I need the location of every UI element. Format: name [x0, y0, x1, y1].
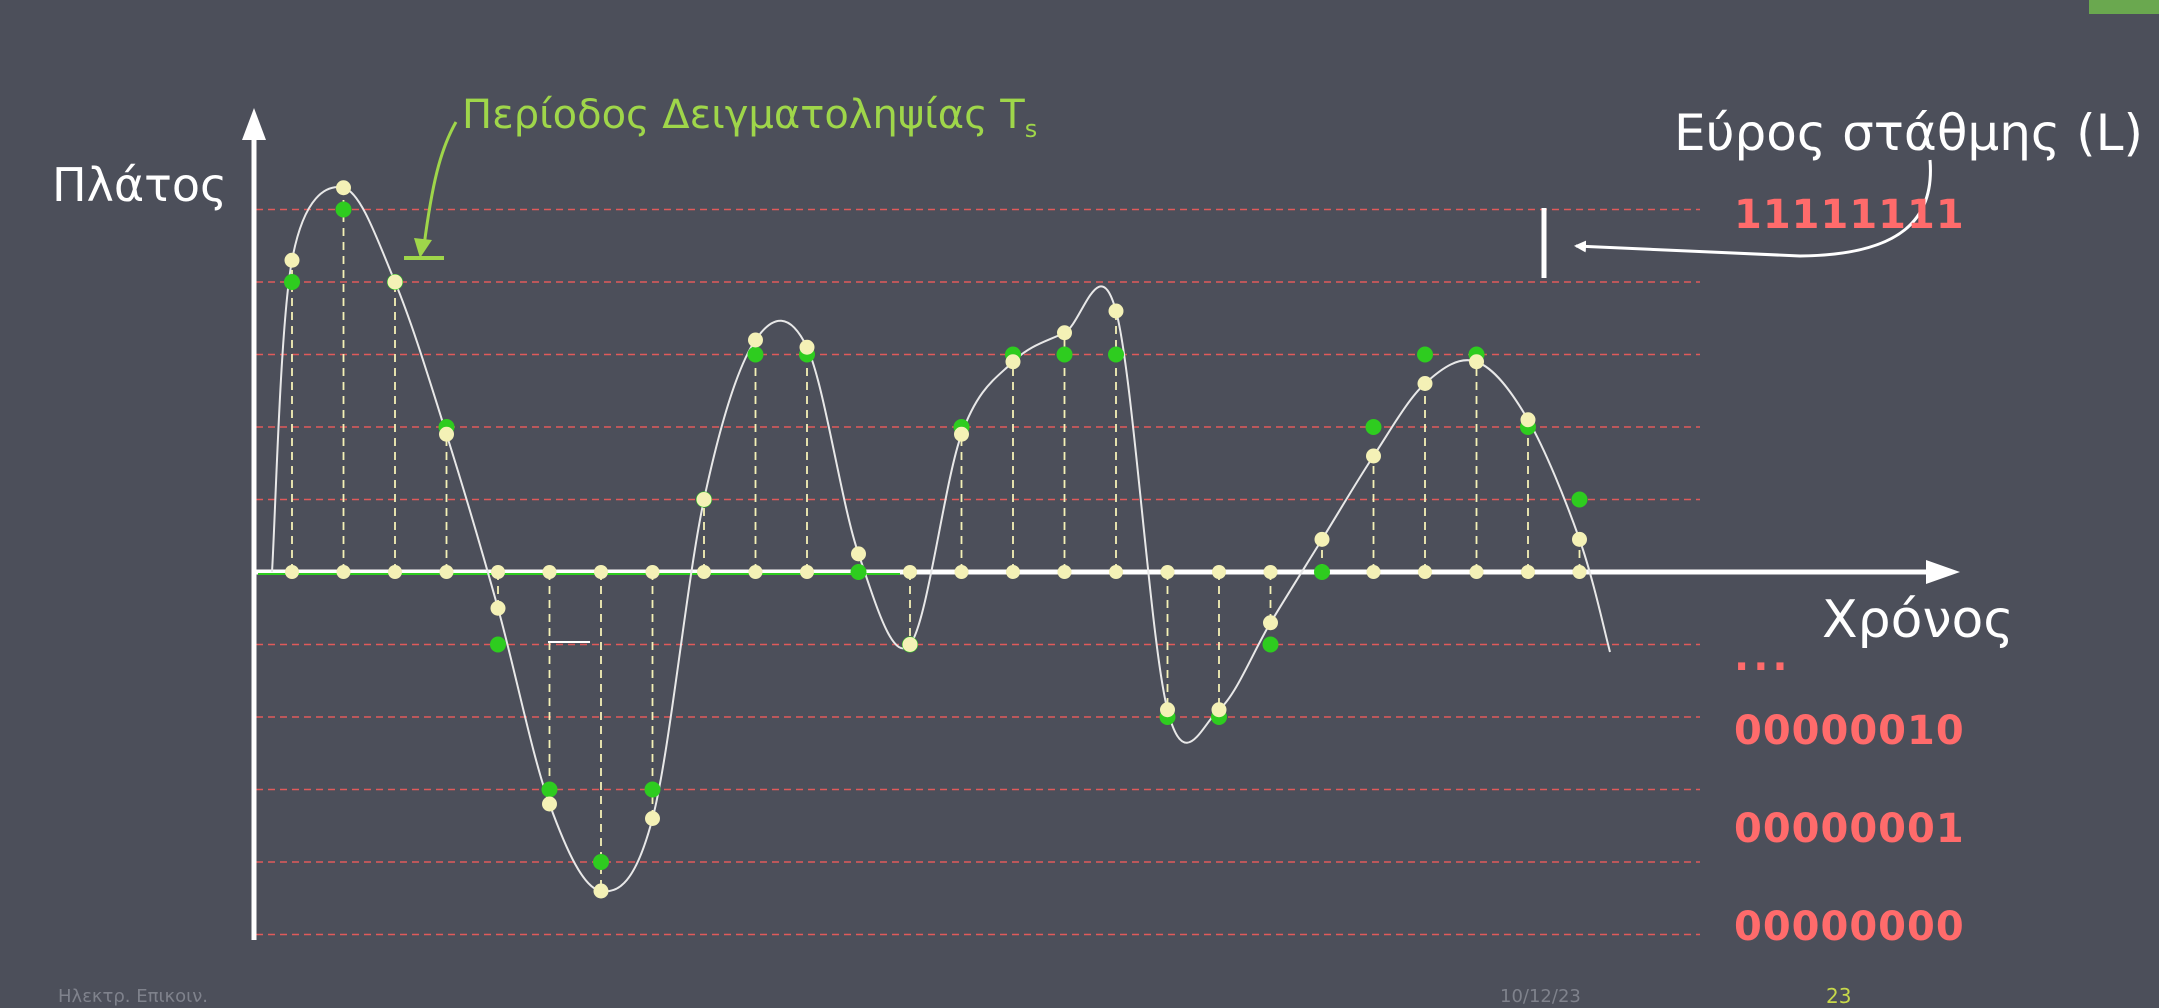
axis-sample-dot: [491, 565, 505, 579]
quantized-point: [850, 564, 867, 580]
footer-page-number: 23: [1826, 984, 1852, 1008]
axis-sample-dot: [285, 565, 299, 579]
quantized-point: [335, 201, 352, 218]
axis-sample-dot: [439, 565, 454, 579]
code-ellipsis: ...: [1734, 634, 1792, 680]
axis-sample-dot: [1263, 565, 1278, 579]
sampling-period-label: Περίοδος Δειγματοληψίας Ts: [462, 92, 1037, 143]
annotations: [404, 121, 1932, 643]
quantized-point: [1417, 346, 1433, 363]
sample-point: [1520, 412, 1536, 428]
sample-point: [387, 274, 403, 290]
sample-stems: [291, 187, 1581, 891]
axis-sample-dot: [1521, 565, 1535, 579]
sample-point: [1469, 354, 1484, 370]
sample-points: [284, 180, 1588, 899]
axis-sample-dot: [1418, 565, 1432, 579]
quantized-point: [593, 854, 609, 870]
quantized-point: [541, 781, 558, 798]
axis-sample-dot: [1109, 565, 1123, 579]
axis-sample-dot: [1572, 565, 1587, 579]
quantized-point: [490, 636, 506, 653]
axis-sample-dot: [954, 565, 969, 579]
sample-point: [748, 332, 763, 348]
sample-point: [1314, 531, 1330, 547]
axis-sample-dot: [542, 565, 557, 579]
axis-sample-dot: [800, 565, 814, 579]
sample-point: [1211, 702, 1227, 718]
sample-point: [954, 426, 969, 442]
x-axis-label: Χρόνος: [1822, 590, 2014, 650]
sample-point: [1160, 702, 1175, 718]
axis-sample-dot: [594, 565, 608, 579]
sample-point: [1108, 303, 1124, 319]
quantized-point: [284, 274, 300, 290]
sample-point: [696, 492, 712, 507]
axis-sample-dot: [1212, 565, 1226, 579]
sample-point: [799, 339, 815, 355]
quantized-point: [1365, 419, 1382, 435]
quantized-point: [1314, 564, 1330, 580]
axis-sample-dot: [336, 565, 351, 579]
sample-point: [1263, 615, 1278, 631]
y-axis-arrow-icon: [242, 108, 266, 140]
quantized-point: [747, 346, 764, 363]
code-level-0: 00000000: [1734, 904, 1965, 950]
axis-sample-dot: [1160, 565, 1175, 579]
code-level-1: 00000001: [1734, 806, 1965, 852]
axes: [242, 108, 1960, 940]
quantized-point: [1262, 636, 1279, 653]
axis-sample-dot: [1057, 565, 1072, 579]
sample-point: [902, 637, 918, 652]
level-width-label: Εύρος στάθμης (L): [1674, 104, 2144, 162]
code-top: 11111111: [1734, 192, 1965, 238]
sample-point: [1057, 325, 1072, 341]
axis-sample-dot: [1006, 565, 1020, 579]
axis-sample-dot: [697, 565, 711, 579]
quantized-point: [1571, 491, 1588, 508]
sampling-period-text: Περίοδος Δειγματοληψίας T: [462, 92, 1025, 138]
axis-sample-dot: [1366, 565, 1381, 579]
axis-sample-dot: [903, 565, 917, 579]
sample-point: [851, 546, 866, 562]
ts-pointer-arrow-icon: [414, 238, 432, 258]
sample-point: [542, 796, 557, 812]
sample-point: [1005, 354, 1021, 370]
quantized-point: [644, 781, 661, 798]
sample-point: [439, 426, 454, 442]
x-axis-arrow-icon: [1926, 560, 1960, 584]
ts-pointer: [422, 121, 458, 247]
footer-course: Ηλεκτρ. Επικοιν.: [58, 986, 209, 1007]
sample-point: [1572, 531, 1587, 547]
axis-sample-dot: [645, 565, 660, 579]
sample-point: [490, 600, 506, 616]
sample-point: [645, 811, 660, 826]
sample-point: [1366, 448, 1381, 464]
analog-signal-curve: [271, 186, 1611, 893]
axis-sample-dot: [388, 565, 402, 579]
quantized-point: [1108, 346, 1124, 363]
axis-sample-dot: [748, 565, 763, 579]
sample-point: [1417, 376, 1433, 391]
sample-point: [284, 252, 300, 268]
sample-point: [336, 180, 351, 196]
code-level-2: 00000010: [1734, 708, 1965, 754]
quantization-level-lines: [256, 208, 1700, 936]
footer-date: 10/12/23: [1500, 986, 1581, 1007]
y-axis-label: Πλάτος: [52, 158, 227, 212]
sample-point: [593, 883, 609, 899]
corner-accent: [2089, 0, 2159, 14]
quantized-point: [1056, 346, 1073, 363]
level-width-pointer: [1574, 159, 1932, 258]
sampling-period-subscript: s: [1024, 115, 1038, 143]
axis-sample-dot: [1469, 565, 1484, 579]
